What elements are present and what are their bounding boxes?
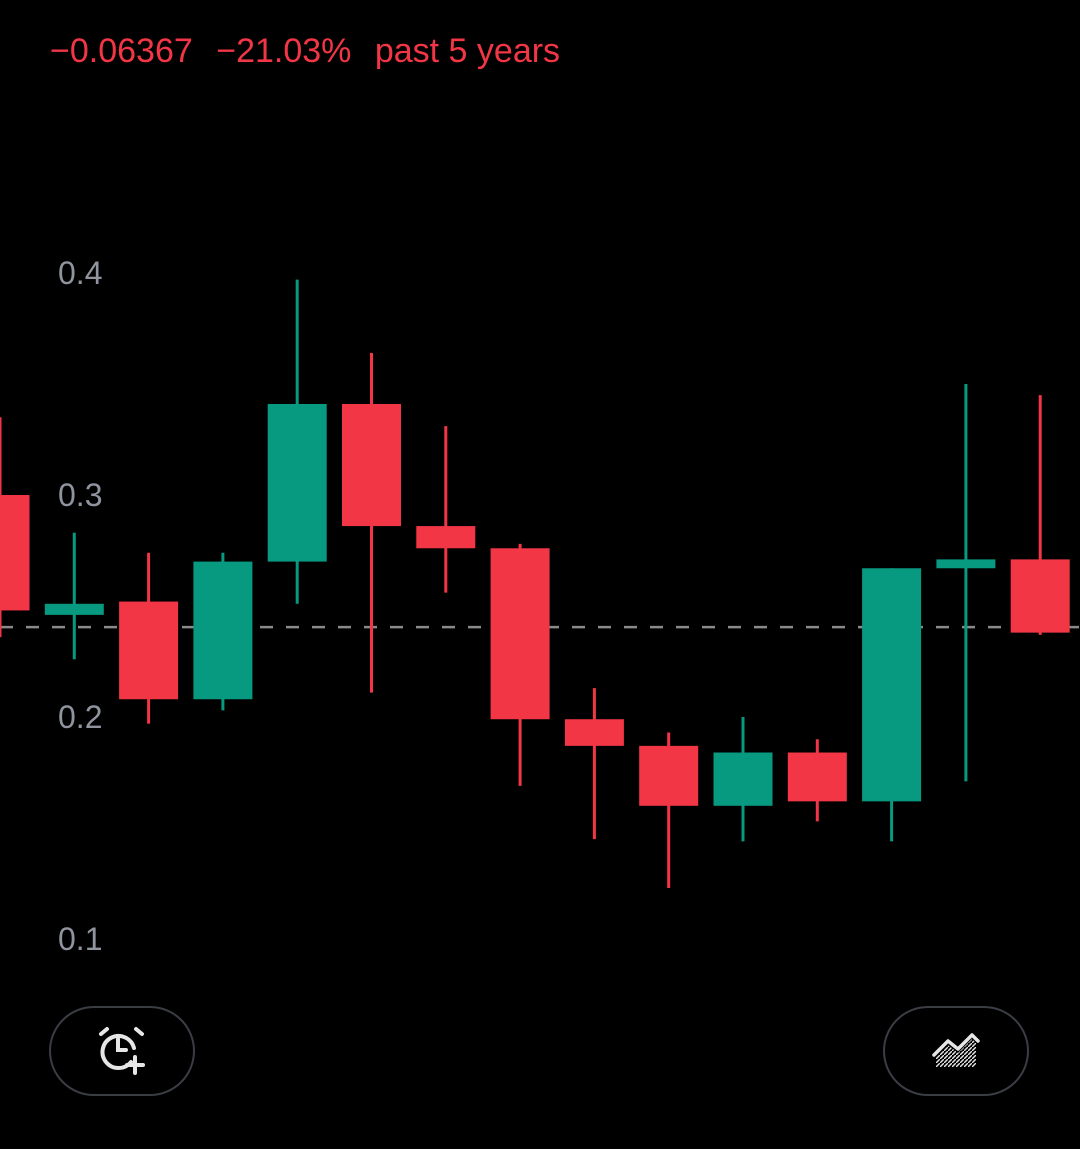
- candle-body-up: [936, 559, 996, 569]
- candle: [342, 352, 401, 693]
- candle-body-up: [193, 561, 253, 700]
- y-tick-label: 0.2: [58, 699, 102, 735]
- candle-body-down: [416, 526, 476, 549]
- change-percent: −21.03%: [216, 32, 352, 70]
- candle-body-up: [713, 752, 773, 806]
- candle: [564, 688, 624, 840]
- candle-body-up: [862, 568, 922, 802]
- candles: [0, 279, 1070, 888]
- candle-body-down: [787, 752, 847, 802]
- candle: [267, 279, 327, 604]
- candle-body-down: [639, 745, 699, 806]
- candle: [639, 732, 699, 888]
- candle-body-down: [119, 601, 179, 700]
- chart-type-button[interactable]: [883, 1006, 1029, 1096]
- price-change-header: −0.06367 −21.03% past 5 years: [50, 32, 574, 71]
- add-alert-button[interactable]: [49, 1006, 195, 1096]
- y-tick-label: 0.4: [58, 255, 102, 291]
- candle: [119, 552, 179, 724]
- candle-body-down: [564, 719, 624, 746]
- candle: [44, 532, 104, 660]
- candle: [787, 739, 847, 822]
- alarm-clock-plus-icon: [99, 1027, 145, 1075]
- candle: [713, 717, 773, 842]
- candle-body-up: [267, 403, 327, 562]
- candle-body-down: [1010, 559, 1070, 633]
- candle: [193, 552, 253, 711]
- candle: [862, 568, 922, 842]
- candle: [936, 384, 996, 782]
- y-tick-label: 0.3: [58, 477, 102, 513]
- change-period: past 5 years: [374, 32, 561, 70]
- y-tick-label: 0.1: [58, 921, 102, 957]
- y-axis: 0.4 0.3 0.2 0.1: [58, 255, 102, 957]
- change-value: −0.06367: [50, 32, 193, 70]
- candle: [416, 426, 476, 593]
- area-chart-icon: [932, 1033, 980, 1067]
- candle: [0, 417, 30, 638]
- candlestick-chart[interactable]: 0.4 0.3 0.2 0.1: [0, 0, 1080, 1000]
- candle-body-down: [342, 403, 401, 527]
- candle-body-down: [490, 548, 550, 720]
- candle-body-up: [44, 603, 104, 615]
- candle: [490, 543, 550, 786]
- candle: [1010, 395, 1070, 635]
- candle-body-down: [0, 495, 30, 611]
